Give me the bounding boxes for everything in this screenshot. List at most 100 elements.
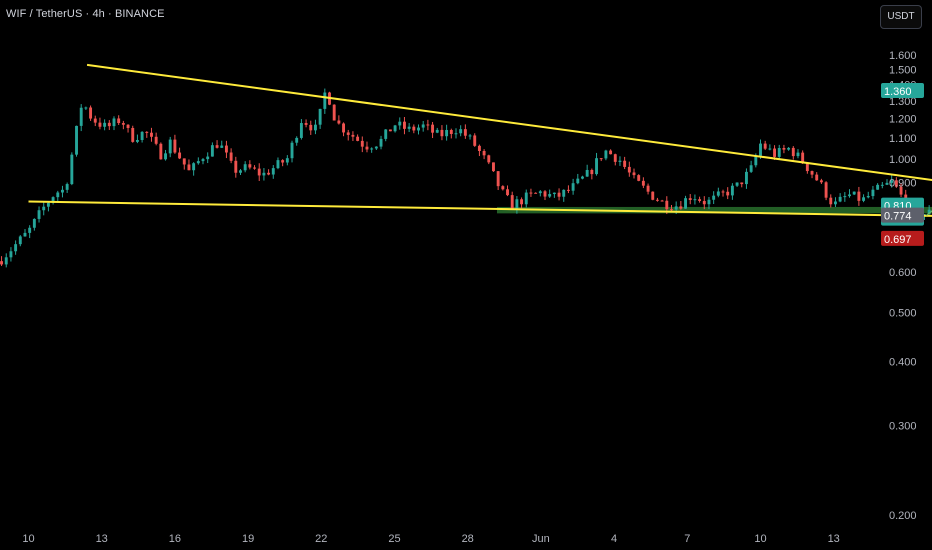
price-label-value: 0.697 [884, 234, 912, 246]
descending-trendline[interactable] [86, 63, 932, 189]
candle-body [93, 118, 97, 123]
candle-body [201, 159, 205, 162]
candle-body [440, 129, 444, 137]
price-tick-label: 0.500 [889, 307, 917, 319]
candle-body [253, 167, 256, 169]
candle-body [412, 126, 416, 131]
candle-body [98, 122, 102, 127]
candle-body [0, 261, 4, 265]
candle-body [670, 209, 673, 211]
price-tick-label: 0.200 [889, 510, 917, 522]
candle-body [609, 150, 613, 155]
candle-body [398, 121, 402, 126]
candle-body [852, 191, 856, 195]
time-tick-label: Jun [532, 533, 550, 545]
price-label-box [881, 230, 924, 246]
candle-body [140, 131, 144, 140]
candle-body [178, 152, 182, 159]
time-tick-label: 16 [169, 533, 181, 545]
candle-body [365, 146, 369, 150]
drawings-layer [28, 63, 932, 217]
candle-body [871, 189, 875, 197]
candle-body [426, 124, 430, 126]
candle-body [131, 127, 135, 142]
candle-body [576, 178, 580, 184]
candle-body [257, 168, 261, 176]
candle-body [791, 147, 795, 157]
candle-body [698, 199, 702, 201]
candle-body [267, 172, 271, 175]
candle-body [520, 199, 524, 205]
time-tick-label: 13 [828, 533, 840, 545]
candle-body [89, 107, 93, 119]
candle-body [332, 104, 336, 121]
price-tick-label: 0.600 [889, 267, 917, 279]
support-zone[interactable] [496, 206, 932, 214]
candle-body [548, 194, 552, 197]
candle-body [342, 123, 346, 133]
candle-body [740, 182, 744, 185]
candle-body [243, 164, 247, 171]
candle-body [721, 191, 725, 193]
candle-body [679, 206, 683, 209]
candle-body [46, 202, 50, 207]
candle-body [805, 163, 809, 172]
candle-body [707, 199, 711, 205]
candle-body [712, 195, 716, 200]
candle-body [824, 182, 828, 198]
candle-body [787, 147, 791, 150]
candle-body [309, 124, 313, 131]
candle-body [150, 132, 153, 137]
candle-body [196, 161, 200, 164]
candle-body [159, 143, 163, 160]
candle-body [590, 169, 594, 175]
candle-body [154, 136, 158, 144]
time-tick-label: 19 [242, 533, 254, 545]
candle-body [585, 169, 589, 177]
candle-body [843, 196, 847, 198]
candle-body [777, 148, 781, 157]
candle-body [379, 138, 383, 147]
candle-body [646, 185, 650, 192]
candle-body [763, 143, 767, 149]
candle-body [435, 129, 439, 133]
candle-body [618, 160, 622, 162]
candle-body [323, 92, 327, 109]
candle-body [262, 172, 266, 176]
candle-body [403, 121, 406, 129]
candle-body [829, 197, 833, 205]
candle-body [735, 182, 739, 186]
candle-body [552, 192, 556, 195]
candle-body [70, 154, 74, 185]
price-tick-label: 1.200 [889, 114, 917, 126]
price-axis: 1.6001.5001.4001.3001.2001.1001.0000.900… [889, 50, 917, 522]
candle-body [566, 189, 570, 191]
candle-body [295, 137, 299, 143]
candle-body [229, 152, 233, 161]
candle-body [927, 209, 931, 215]
candle-body [18, 236, 22, 245]
candle-body [604, 150, 608, 159]
candle-body [271, 168, 275, 175]
candle-body [702, 200, 706, 205]
support-trendline[interactable] [28, 200, 932, 217]
candle-body [819, 180, 823, 183]
candle-body [215, 145, 219, 148]
candle-body [880, 184, 884, 186]
currency-button[interactable]: USDT [880, 5, 922, 29]
candle-body [581, 176, 584, 179]
symbol-title: WIF / TetherUS · 4h · BINANCE [6, 8, 165, 20]
candle-body [477, 145, 481, 151]
candle-body [838, 196, 842, 202]
candle-body [815, 174, 819, 181]
candle-body [281, 160, 285, 163]
candle-body [220, 145, 224, 148]
candle-body [117, 118, 121, 124]
candle-body [145, 131, 149, 133]
candle-body [534, 192, 538, 194]
candle-body [206, 156, 210, 160]
candle-body [23, 232, 27, 237]
